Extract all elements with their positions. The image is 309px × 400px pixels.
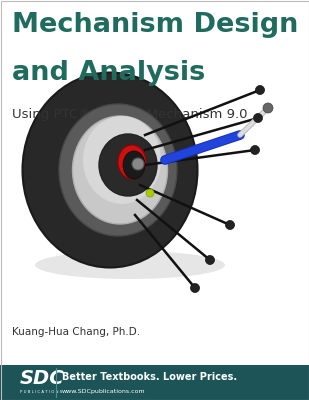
Circle shape bbox=[226, 220, 235, 230]
Bar bbox=[0, 365, 309, 400]
Circle shape bbox=[146, 189, 154, 197]
Circle shape bbox=[253, 114, 263, 122]
Circle shape bbox=[205, 256, 214, 264]
Circle shape bbox=[256, 86, 265, 94]
Text: Mechanism Design: Mechanism Design bbox=[12, 12, 298, 38]
Text: and Analysis: and Analysis bbox=[12, 60, 205, 86]
Ellipse shape bbox=[23, 72, 197, 268]
Circle shape bbox=[191, 284, 200, 292]
Ellipse shape bbox=[99, 134, 157, 196]
Text: www.SDCpublications.com: www.SDCpublications.com bbox=[62, 389, 146, 394]
Text: Using PTC®rCreo®rMechanism 9.0: Using PTC®rCreo®rMechanism 9.0 bbox=[12, 108, 248, 121]
Ellipse shape bbox=[83, 116, 161, 204]
Circle shape bbox=[251, 146, 260, 154]
Ellipse shape bbox=[35, 251, 225, 279]
Text: P U B L I C A T I O N S: P U B L I C A T I O N S bbox=[20, 390, 62, 394]
Ellipse shape bbox=[118, 145, 146, 179]
Ellipse shape bbox=[73, 116, 167, 224]
Ellipse shape bbox=[123, 151, 145, 179]
Circle shape bbox=[132, 158, 144, 170]
Text: Better Textbooks. Lower Prices.: Better Textbooks. Lower Prices. bbox=[62, 372, 237, 382]
Text: Kuang-Hua Chang, Ph.D.: Kuang-Hua Chang, Ph.D. bbox=[12, 327, 140, 337]
Text: SDC: SDC bbox=[20, 369, 65, 388]
Circle shape bbox=[263, 103, 273, 113]
Ellipse shape bbox=[59, 104, 177, 236]
